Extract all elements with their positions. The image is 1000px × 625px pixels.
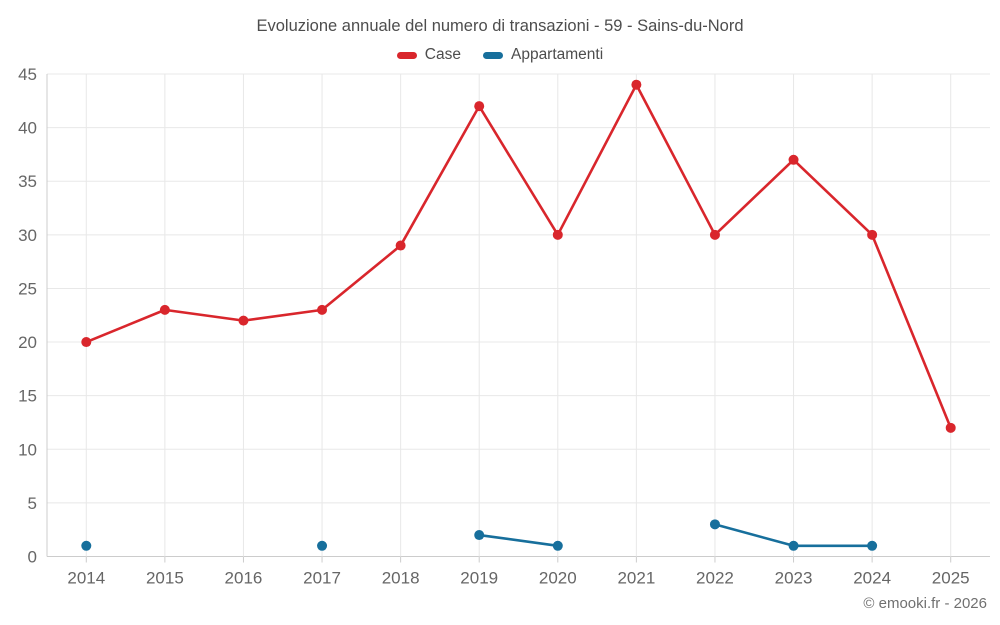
chart-title: Evoluzione annuale del numero di transaz… bbox=[256, 17, 744, 35]
appartamenti-point-2017[interactable] bbox=[317, 540, 328, 551]
case-point-2015[interactable] bbox=[159, 304, 170, 315]
case-point-2014[interactable] bbox=[81, 337, 92, 348]
case-point-2023[interactable] bbox=[788, 154, 799, 165]
y-axis-tick-label: 45 bbox=[18, 65, 37, 84]
legend-item-case[interactable]: Case bbox=[396, 46, 461, 64]
x-axis-tick-label: 2014 bbox=[67, 569, 105, 588]
x-axis-tick-label: 2017 bbox=[303, 569, 341, 588]
appartamenti-line bbox=[477, 533, 560, 548]
legend-item-appartamenti[interactable]: Appartamenti bbox=[482, 46, 604, 64]
y-axis-tick-label: 35 bbox=[18, 172, 37, 191]
appartamenti-point-2019[interactable] bbox=[474, 530, 485, 541]
case-point-2025[interactable] bbox=[945, 422, 956, 433]
attribution: © emooki.fr - 2026 bbox=[863, 595, 987, 612]
x-axis-tick-label: 2018 bbox=[382, 569, 420, 588]
y-axis-tick-label: 40 bbox=[18, 119, 37, 138]
case-line bbox=[84, 83, 953, 430]
case-point-2022[interactable] bbox=[709, 229, 720, 240]
x-axis-tick-label: 2015 bbox=[146, 569, 184, 588]
x-axis-tick-label: 2025 bbox=[932, 569, 970, 588]
y-axis-tick-label: 5 bbox=[28, 494, 37, 513]
y-axis-tick-label: 25 bbox=[18, 279, 37, 298]
case-legend-label: Case bbox=[424, 46, 461, 63]
case-point-2018[interactable] bbox=[395, 240, 406, 251]
case-point-2020[interactable] bbox=[552, 229, 563, 240]
appartamenti-legend-swatch bbox=[482, 51, 503, 59]
appartamenti-point-2024[interactable] bbox=[867, 540, 878, 551]
appartamenti-point-2020[interactable] bbox=[552, 540, 563, 551]
appartamenti-legend-label: Appartamenti bbox=[510, 46, 604, 63]
case-point-2024[interactable] bbox=[867, 229, 878, 240]
x-axis-tick-label: 2024 bbox=[853, 569, 891, 588]
appartamenti-point-2014[interactable] bbox=[81, 540, 92, 551]
x-axis-tick-label: 2016 bbox=[225, 569, 263, 588]
x-axis-tick-label: 2022 bbox=[696, 569, 734, 588]
y-axis-tick-label: 15 bbox=[18, 387, 37, 406]
y-axis-tick-label: 30 bbox=[18, 226, 37, 245]
x-axis-tick-label: 2020 bbox=[539, 569, 577, 588]
case-point-2016[interactable] bbox=[238, 315, 249, 326]
case-point-2017[interactable] bbox=[317, 304, 328, 315]
case-point-2019[interactable] bbox=[474, 101, 485, 112]
appartamenti-point-2023[interactable] bbox=[788, 540, 799, 551]
case-point-2021[interactable] bbox=[631, 79, 642, 90]
x-axis-tick-label: 2023 bbox=[775, 569, 813, 588]
x-axis-tick-label: 2021 bbox=[617, 569, 655, 588]
y-axis-tick-label: 20 bbox=[18, 333, 37, 352]
y-axis-tick-label: 10 bbox=[18, 440, 37, 459]
case-legend-swatch bbox=[396, 51, 417, 59]
appartamenti-point-2022[interactable] bbox=[709, 519, 720, 530]
x-axis-tick-label: 2019 bbox=[460, 569, 498, 588]
y-axis-tick-label: 0 bbox=[28, 548, 37, 567]
legend: Case Appartamenti bbox=[0, 46, 1000, 64]
